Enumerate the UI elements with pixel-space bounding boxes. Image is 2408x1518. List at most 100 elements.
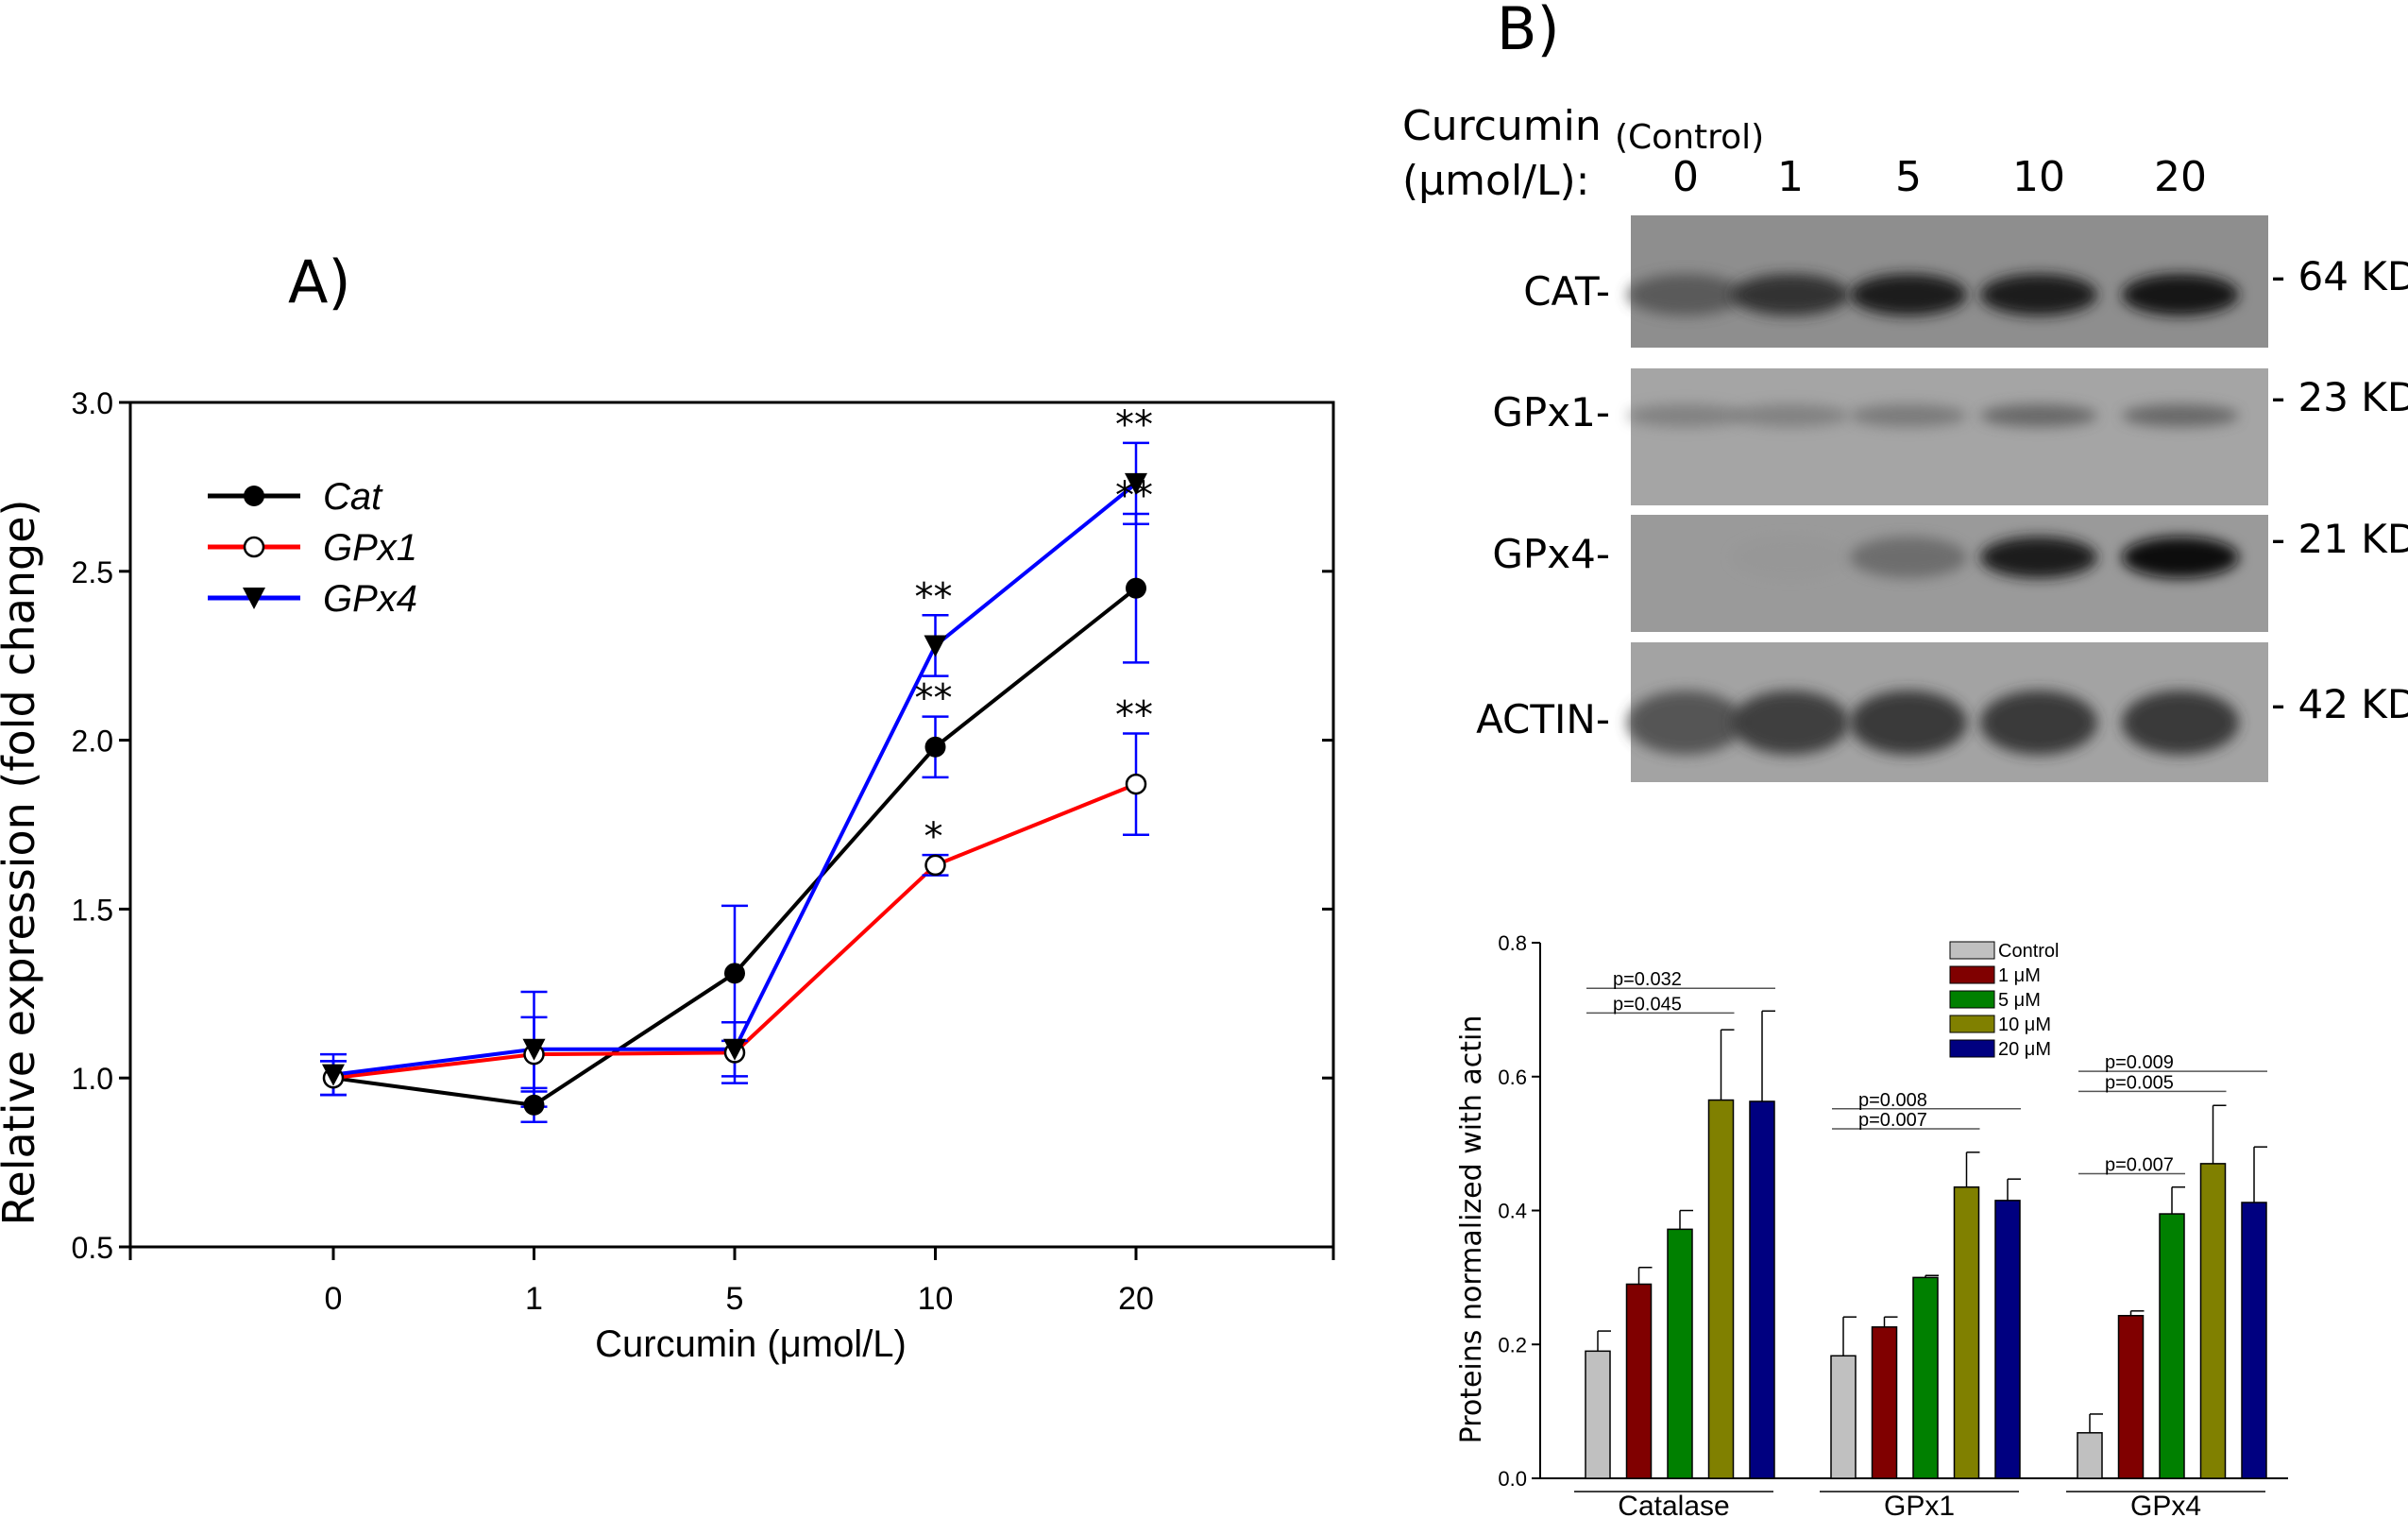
bar <box>1871 1326 1898 1479</box>
legend-marker <box>243 588 265 609</box>
blot-band <box>1850 691 1967 755</box>
bar <box>2117 1315 2145 1479</box>
blot-panel-gpx1 <box>1631 368 2268 505</box>
bar-legend-label: 20 μM <box>1998 1039 2051 1060</box>
significance-marker: ** <box>1115 693 1153 737</box>
y-axis-label: Relative expression (fold change) <box>0 500 44 1226</box>
lane-label: 0 <box>1672 153 1699 201</box>
bar-y-tick-label: 0.0 <box>1498 1467 1527 1491</box>
bar <box>1749 1100 1775 1479</box>
y-tick-label: 2.5 <box>72 555 113 589</box>
blot-band <box>1850 274 1967 316</box>
x-axis-label: Curcumin (μmol/L) <box>595 1323 907 1365</box>
blot-band <box>1980 537 2097 578</box>
blot-band <box>1850 404 1967 427</box>
data-point-gpx1 <box>1125 773 1147 795</box>
blot-size-label: - 42 KD <box>2271 681 2408 727</box>
data-point-gpx4 <box>522 1038 546 1061</box>
bar <box>2077 1432 2103 1479</box>
blot-protein-label: GPx4- <box>1492 531 1610 577</box>
bar-legend-swatch <box>1949 1015 1995 1033</box>
data-point-cat <box>724 963 745 984</box>
curcumin-unit-label: (μmol/L): <box>1402 157 1590 205</box>
p-value-label: p=0.045 <box>1613 994 1682 1015</box>
lane-label: 5 <box>1895 153 1922 201</box>
blot-band <box>2122 274 2239 316</box>
data-point-gpx4 <box>723 1038 746 1061</box>
x-tick-label: 0 <box>325 1281 343 1317</box>
y-tick-label: 2.0 <box>72 725 113 759</box>
bar-legend-label: 5 μM <box>1998 990 2041 1011</box>
significance-marker: ** <box>915 575 953 619</box>
data-point-gpx4 <box>924 635 947 657</box>
bar-y-tick-label: 0.4 <box>1498 1200 1527 1223</box>
group-label: Catalase <box>1618 1491 1729 1518</box>
bar-legend-swatch <box>1949 965 1995 984</box>
bar-y-axis-label: Proteins normalized with actin <box>1455 1015 1488 1444</box>
x-tick-label: 20 <box>1118 1281 1154 1317</box>
blot-band <box>1627 274 1744 316</box>
bar-legend-swatch <box>1949 990 1995 1009</box>
bar <box>1707 1099 1735 1479</box>
bar <box>2199 1163 2227 1479</box>
bar-y-tick-label: 0.6 <box>1498 1066 1527 1089</box>
blot-band <box>1980 404 2097 427</box>
bar-y-tick-label: 0.8 <box>1498 931 1527 955</box>
lane-label: 10 <box>2012 153 2065 201</box>
data-point-cat <box>523 1094 545 1116</box>
legend-marker <box>243 536 265 558</box>
blot-band <box>1732 537 1849 578</box>
blot-size-label: - 21 KD <box>2271 516 2408 562</box>
p-value-label: p=0.007 <box>1858 1110 1927 1131</box>
data-point-cat <box>1126 577 1146 599</box>
y-tick-label: 1.5 <box>72 893 113 927</box>
significance-marker: * <box>924 815 943 859</box>
bar <box>1994 1200 2021 1479</box>
significance-marker: ** <box>1115 403 1153 447</box>
y-tick-label: 0.5 <box>72 1231 113 1265</box>
data-point-gpx4 <box>1125 472 1147 495</box>
bar <box>1585 1350 1611 1479</box>
bar <box>1912 1276 1939 1479</box>
blot-band <box>1980 274 2097 316</box>
lane-label: 1 <box>1777 153 1804 201</box>
x-tick-label: 1 <box>525 1281 543 1317</box>
bar <box>1625 1283 1653 1479</box>
blot-band <box>1732 404 1849 427</box>
curcumin-label: Curcumin <box>1402 102 1602 150</box>
legend-marker <box>244 486 264 506</box>
blot-band <box>1627 691 1744 755</box>
blot-band <box>1732 274 1849 316</box>
bar-legend-swatch <box>1949 941 1995 960</box>
blot-band <box>2122 691 2239 755</box>
bar <box>1667 1228 1693 1479</box>
blot-band <box>1850 537 1967 578</box>
p-value-label: p=0.008 <box>1858 1090 1927 1111</box>
legend-label: GPx1 <box>323 527 417 569</box>
blot-band <box>1980 691 2097 755</box>
blot-protein-label: ACTIN- <box>1476 696 1610 742</box>
blot-band <box>1627 404 1744 427</box>
lane-label: 20 <box>2154 153 2207 201</box>
bar <box>2241 1202 2267 1479</box>
bar <box>2159 1213 2185 1479</box>
bar <box>1830 1355 1857 1479</box>
p-value-label: p=0.032 <box>1613 969 1682 990</box>
blot-protein-label: GPx1- <box>1492 389 1610 435</box>
blot-protein-label: CAT- <box>1523 268 1610 315</box>
bar-legend-label: Control <box>1998 941 2059 962</box>
group-label: GPx1 <box>1884 1491 1955 1518</box>
blot-band <box>2122 404 2239 427</box>
blot-size-label: - 64 KD <box>2271 253 2408 299</box>
blot-band <box>2122 537 2239 578</box>
bar-legend-label: 10 μM <box>1998 1015 2051 1035</box>
data-point-gpx4 <box>322 1064 345 1086</box>
y-tick-label: 3.0 <box>72 386 113 420</box>
p-value-label: p=0.007 <box>2105 1155 2174 1176</box>
significance-marker: ** <box>915 677 953 721</box>
p-value-label: p=0.005 <box>2105 1072 2174 1093</box>
blot-size-label: - 23 KD <box>2271 374 2408 420</box>
data-point-cat <box>924 736 946 758</box>
control-label: (Control) <box>1615 118 1765 157</box>
